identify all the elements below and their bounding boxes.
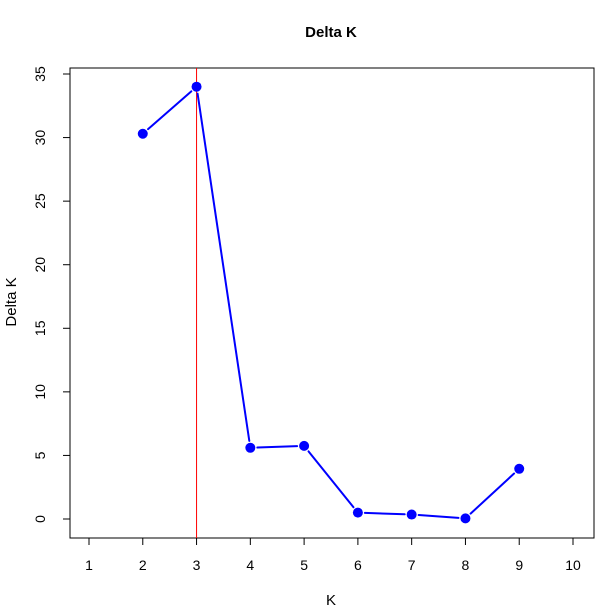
x-tick-label-7: 7 [408,557,416,573]
series-line-segment-4-5 [256,445,299,449]
data-point-k-9 [514,463,525,474]
x-tick-label-2: 2 [139,557,147,573]
y-tick-label-25: 25 [32,193,48,209]
y-tick-label-10: 10 [32,384,48,400]
data-point-k-6 [352,507,363,518]
y-tick-label-35: 35 [32,66,48,82]
series-line-segment-8-9 [469,472,516,515]
x-tick-label-8: 8 [462,557,470,573]
x-axis-ticks: 1 2 3 4 5 6 7 8 9 10 [85,538,581,573]
x-tick-label-5: 5 [300,557,308,573]
x-tick-label-1: 1 [85,557,93,573]
series-line-segment-6-7 [363,511,406,516]
series-line-segment-7-8 [417,514,460,519]
y-tick-label-20: 20 [32,257,48,273]
y-tick-label-15: 15 [32,320,48,336]
data-point-k-7 [406,509,417,520]
chart-title: Delta K [305,24,357,41]
x-tick-label-3: 3 [193,557,201,573]
y-tick-label-0: 0 [32,515,48,523]
x-tick-label-6: 6 [354,557,362,573]
series-line-segment-5-6 [307,450,355,509]
series-lines [147,90,516,519]
x-axis-label: K [326,592,336,609]
y-axis-ticks: 0 5 10 15 20 25 30 35 [32,66,70,523]
y-tick-label-5: 5 [32,451,48,459]
series-line-segment-3-4 [196,92,251,442]
x-tick-label-10: 10 [565,557,581,573]
x-tick-label-4: 4 [246,557,254,573]
series-points [137,81,525,524]
data-point-k-8 [460,513,471,524]
y-axis-label: Delta K [3,277,20,326]
series-line-segment-2-3 [147,90,193,131]
data-point-k-5 [299,440,310,451]
x-tick-label-9: 9 [515,557,523,573]
data-point-k-3 [191,81,202,92]
data-point-k-2 [137,128,148,139]
data-point-k-4 [245,442,256,453]
y-tick-label-30: 30 [32,130,48,146]
